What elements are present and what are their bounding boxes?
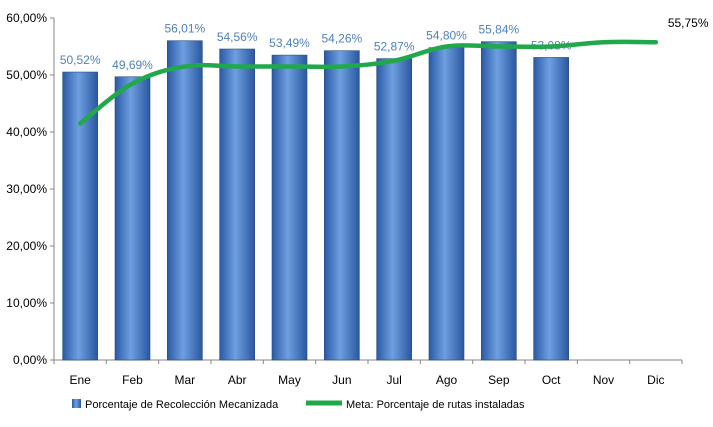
bars (62, 40, 569, 361)
bar-data-label: 54,26% (321, 32, 362, 46)
x-tick-labels: Ene Feb Mar Abr May Jun Jul Ago Sep Oct Nov Dic (69, 373, 664, 387)
x-tick-label: Ago (436, 373, 458, 387)
legend-bar-label: Porcentaje de Recolección Mecanizada (85, 399, 279, 411)
bar-data-label: 54,80% (426, 29, 467, 43)
y-tick-label: 30,00% (6, 182, 47, 196)
x-tick-label: Nov (593, 373, 614, 387)
axes (50, 17, 683, 364)
x-tick-label: Abr (228, 373, 247, 387)
y-tick-label: 20,00% (6, 239, 47, 253)
bar-data-label: 53,49% (269, 36, 310, 50)
x-tick-label: Oct (542, 373, 561, 387)
bar-data-label: 52,87% (374, 40, 415, 54)
y-tick-label: 0,00% (13, 353, 47, 367)
bar-data-label: 50,52% (60, 53, 101, 67)
x-tick-label: May (278, 373, 301, 387)
y-tick-labels: 0,00% 10,00% 20,00% 30,00% 40,00% 50,00% 60,00… (6, 11, 47, 367)
x-tick-label: Feb (122, 373, 143, 387)
legend-line-label: Meta: Porcentaje de rutas instaladas (346, 399, 525, 411)
bar-data-labels: 50,52% 49,69% 56,01% 54,56% 53,49% 54,26% 52,8… (60, 22, 572, 72)
y-tick-label: 40,00% (6, 125, 47, 139)
bar (428, 47, 465, 361)
legend: Porcentaje de Recolección Mecanizada Met… (72, 399, 525, 411)
bar (376, 58, 412, 361)
goal-line (77, 39, 659, 126)
goal-line-series: 55,75% (77, 16, 709, 126)
x-tick-label: Dic (647, 373, 664, 387)
bar (481, 41, 517, 361)
bar-data-label: 55,84% (478, 23, 519, 37)
x-tick-label: Sep (488, 373, 510, 387)
y-tick-label: 10,00% (6, 296, 47, 310)
bar (167, 40, 203, 361)
bar (271, 54, 308, 361)
x-tick-label: Jun (332, 373, 351, 387)
bar (114, 76, 151, 361)
legend-bar-swatch (72, 399, 81, 408)
x-tick-label: Jul (386, 373, 401, 387)
y-tick-label: 60,00% (6, 11, 47, 25)
bar (324, 50, 360, 361)
bar-data-label: 56,01% (164, 22, 205, 36)
bar-data-label: 49,69% (112, 58, 153, 72)
x-tick-label: Ene (69, 373, 91, 387)
bar (219, 48, 255, 361)
x-tick-label: Mar (174, 373, 195, 387)
y-tick-label: 50,00% (6, 68, 47, 82)
line-end-label: 55,75% (668, 16, 709, 30)
bar (533, 57, 569, 361)
bar-data-label: 54,56% (217, 30, 258, 44)
bar (62, 71, 98, 361)
